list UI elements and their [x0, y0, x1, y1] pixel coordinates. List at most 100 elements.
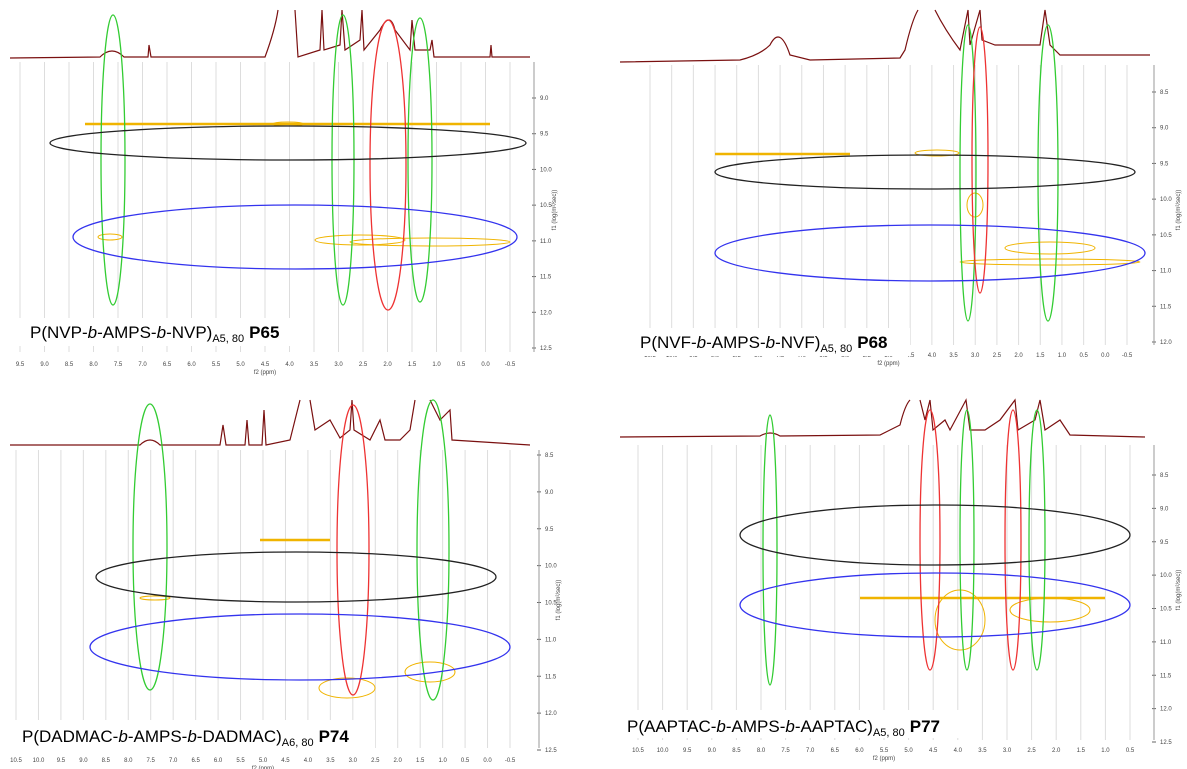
marker-ellipse	[369, 19, 407, 311]
y-tick-label: 8.5	[545, 453, 554, 459]
spectrum	[619, 398, 1146, 438]
x-tick-label: 8.5	[65, 362, 74, 368]
x-tick-label: 4.0	[928, 353, 937, 359]
label-part: -NVF)	[775, 333, 820, 352]
label-part: P(NVF-	[640, 333, 697, 352]
marker-ellipse	[919, 409, 941, 671]
x-tick-label: 0.0	[483, 758, 492, 764]
x-tick-label: 8.0	[89, 362, 98, 368]
x-tick-label: 6.0	[214, 758, 223, 764]
marker-ellipse	[1037, 24, 1059, 322]
y-tick-label: 9.0	[540, 96, 549, 102]
y-tick-label: 10.0	[540, 167, 552, 173]
marker-ellipse	[971, 26, 989, 294]
marker-ellipse	[739, 572, 1131, 638]
x-tick-label: 8.0	[124, 758, 133, 764]
contours	[85, 121, 1141, 699]
label-part: P77	[910, 717, 940, 736]
x-tick-label: 4.0	[285, 362, 294, 368]
y-tick-label: 10.5	[540, 203, 552, 209]
label-part: -AMPS-	[128, 727, 188, 746]
label-part: b	[187, 727, 196, 746]
y-tick-label: 9.5	[1160, 540, 1169, 546]
label-box	[615, 710, 970, 738]
ellipses	[49, 14, 1146, 701]
x-tick-label: 6.5	[163, 362, 172, 368]
label-part: P74	[319, 727, 350, 746]
x-tick-label: 7.0	[806, 748, 815, 754]
x-tick-label: 7.5	[114, 362, 123, 368]
panel-label: P(NVP-b-AMPS-b-NVP)A5, 80 P65	[30, 323, 279, 345]
label-part: P(DADMAC-	[22, 727, 118, 746]
x-tick-label: -0.5	[505, 758, 516, 764]
x-tick-label: 9.0	[40, 362, 49, 368]
x-tick-label: 5.5	[212, 362, 221, 368]
x-tick-label: 3.0	[971, 353, 980, 359]
marker-ellipse	[89, 613, 511, 681]
contour	[139, 595, 171, 601]
y-tick-label: 12.5	[1160, 740, 1172, 746]
label-part: P68	[857, 333, 887, 352]
x-tick-label: 6.5	[191, 758, 200, 764]
label-part: -AMPS-	[706, 333, 766, 352]
x-tick-label: 3.5	[326, 758, 335, 764]
x-tick-label: 0.5	[1126, 748, 1135, 754]
y-tick-label: 11.0	[1160, 640, 1172, 646]
x-tick-label: 4.5	[929, 748, 938, 754]
x-tick-label: 1.0	[438, 758, 447, 764]
x-tick-label: 8.5	[102, 758, 111, 764]
y-tick-label: 12.5	[545, 748, 557, 754]
x-tick-label: 0.5	[461, 758, 470, 764]
marker-ellipse	[959, 24, 977, 322]
x-tick-label: 0.0	[1101, 353, 1110, 359]
x-tick-label: 8.0	[757, 748, 766, 754]
contour	[1009, 597, 1091, 623]
y-tick-label: 11.5	[1160, 304, 1172, 310]
y-tick-label: 10.5	[1160, 233, 1172, 239]
y-tick-label: 10.0	[1160, 573, 1172, 579]
label-part: b	[766, 333, 775, 352]
x-tick-label: 2.5	[1027, 748, 1036, 754]
x-tick-label: 1.5	[1036, 353, 1045, 359]
label-part: b	[785, 717, 794, 736]
contour	[314, 234, 406, 246]
y-tick-label: 9.0	[545, 490, 554, 496]
y-tick-label: 9.5	[540, 132, 549, 138]
x-tick-label: 9.0	[79, 758, 88, 764]
label-part: P65	[249, 323, 279, 342]
contour	[318, 677, 376, 699]
spectrum	[9, 9, 530, 59]
x-tick-label: 2.0	[383, 362, 392, 368]
marker-ellipse	[132, 403, 168, 691]
label-part: b	[88, 323, 97, 342]
marker-ellipse	[1028, 409, 1046, 671]
label-part: b	[157, 323, 166, 342]
x-tick-label: 10.0	[33, 758, 45, 764]
y-axis-label: f1 (log(m²/sec))	[552, 190, 558, 231]
contour	[966, 192, 984, 218]
grid	[15, 62, 1131, 748]
y-axis-label: f1 (log(m²/sec))	[556, 580, 562, 621]
x-tick-label: 5.0	[904, 748, 913, 754]
x-tick-label: 5.0	[259, 758, 268, 764]
y-axis-label: f1 (log(m²/sec))	[1176, 190, 1182, 231]
x-tick-label: 2.0	[1052, 748, 1061, 754]
x-tick-label: 6.5	[831, 748, 840, 754]
spectra	[9, 9, 1150, 446]
marker-ellipse	[72, 204, 518, 270]
x-tick-label: 3.5	[310, 362, 319, 368]
y-tick-label: 11.5	[545, 674, 557, 680]
y-tick-label: 10.5	[1160, 607, 1172, 613]
y-tick-label: 12.0	[1160, 707, 1172, 713]
x-tick-label: 2.5	[359, 362, 368, 368]
y-tick-label: 11.0	[540, 239, 552, 245]
y-tick-label: 8.5	[1160, 473, 1169, 479]
x-tick-label: 0.5	[457, 362, 466, 368]
x-tick-label: 4.0	[304, 758, 313, 764]
label-part: P(AAPTAC-	[627, 717, 716, 736]
marker-ellipse	[714, 154, 1136, 190]
x-tick-label: 10.0	[657, 748, 669, 754]
panel-label: P(DADMAC-b-AMPS-b-DADMAC)A6, 80 P74	[22, 727, 349, 749]
label-part: A6, 80	[282, 737, 314, 749]
